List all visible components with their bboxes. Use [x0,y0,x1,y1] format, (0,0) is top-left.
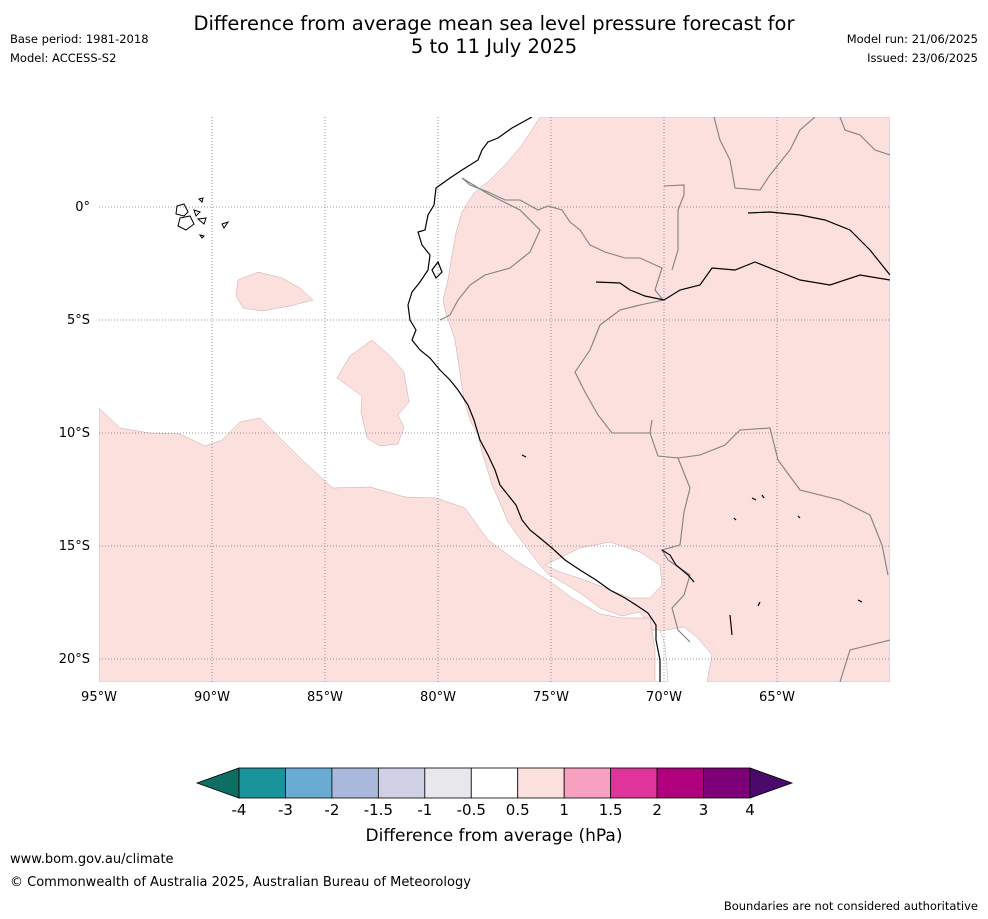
colorbar-tick-label: 1.5 [599,801,623,819]
website-text: www.bom.gov.au/climate [10,852,174,867]
issued-text: Issued: 23/06/2025 [867,51,978,65]
anomaly-fill [99,117,890,682]
colorbar-swatch [656,767,704,799]
colorbar-tick-label: -1.5 [364,801,393,819]
colorbar-swatch [285,767,333,799]
lon-label-85w: 85°W [307,690,343,705]
colorbar-extend-low [195,767,240,799]
colorbar-tick-label: 2 [652,801,662,819]
country-boundaries [439,117,890,682]
colorbar-swatch [703,767,751,799]
base-info: Base period: 1981-2018 Model: ACCESS-S2 [10,32,149,70]
model-info: Model run: 21/06/2025 Issued: 23/06/2025 [847,32,978,70]
title-line-1: Difference from average mean sea level p… [193,12,795,35]
copyright-text: © Commonwealth of Australia 2025, Austra… [10,875,471,890]
colorbar-tick-labels: -4 -3 -2 -1.5 -1 -0.5 0.5 1 1.5 2 3 4 [232,801,755,819]
anomaly-patch-central [336,339,410,447]
lat-label-0: 0° [75,200,90,215]
lon-label-95w: 95°W [81,690,117,705]
lon-label-75w: 75°W [533,690,569,705]
colorbar-tick-label: -4 [232,801,247,819]
colorbar-tick-label: -3 [278,801,293,819]
colorbar-tick-label: -0.5 [457,801,486,819]
colorbar-tick-label: 4 [745,801,755,819]
coastlines [407,117,890,682]
lon-labels: 95°W 90°W 85°W 80°W 75°W 70°W 65°W [81,690,795,705]
colorbar-swatches [195,767,794,799]
model-name-text: Model: ACCESS-S2 [10,51,117,65]
lon-label-90w: 90°W [194,690,230,705]
colorbar-swatch [331,767,379,799]
anomaly-region-continent [442,117,890,682]
model-run-text: Model run: 21/06/2025 [846,32,978,46]
colorbar-tick-label: 0.5 [506,801,530,819]
anomaly-gap-coast [544,541,663,599]
lon-label-80w: 80°W [420,690,456,705]
lon-label-65w: 65°W [759,690,795,705]
lat-label-15s: 15°S [59,539,90,554]
lon-label-70w: 70°W [646,690,682,705]
colorbar-extend-high [749,767,794,799]
colorbar-title: Difference from average (hPa) [365,826,623,846]
lat-label-10s: 10°S [59,426,90,441]
colorbar-swatch [424,767,472,799]
chart-title: Difference from average mean sea level p… [0,12,988,58]
colorbar-tick-label: -1 [417,801,432,819]
colorbar-swatch [610,767,658,799]
colorbar-tick-label: 1 [559,801,569,819]
colorbar-swatch [238,767,286,799]
disclaimer-text: Boundaries are not considered authoritat… [723,899,978,913]
title-line-2: 5 to 11 July 2025 [410,35,578,58]
base-period-text: Base period: 1981-2018 [10,32,149,46]
graticule [99,117,890,682]
colorbar-tick-label: -2 [324,801,339,819]
colorbar-swatch [377,767,426,799]
lat-labels: 0° 5°S 10°S 15°S 20°S [59,200,90,667]
lat-label-20s: 20°S [59,652,90,667]
anomaly-patch-galapagos-south [235,271,314,312]
map: 0° 5°S 10°S 15°S 20°S 95°W 90°W 85°W 80°… [59,117,890,705]
lat-label-5s: 5°S [67,313,90,328]
anomaly-region-southwest [99,407,656,682]
galapagos-islands [175,197,230,239]
colorbar-swatch [563,767,612,799]
colorbar-swatch [517,767,565,799]
colorbar-tick-label: 3 [699,801,709,819]
colorbar-swatch [470,767,519,799]
colorbar: -4 -3 -2 -1.5 -1 -0.5 0.5 1 1.5 2 3 4 [195,767,794,819]
